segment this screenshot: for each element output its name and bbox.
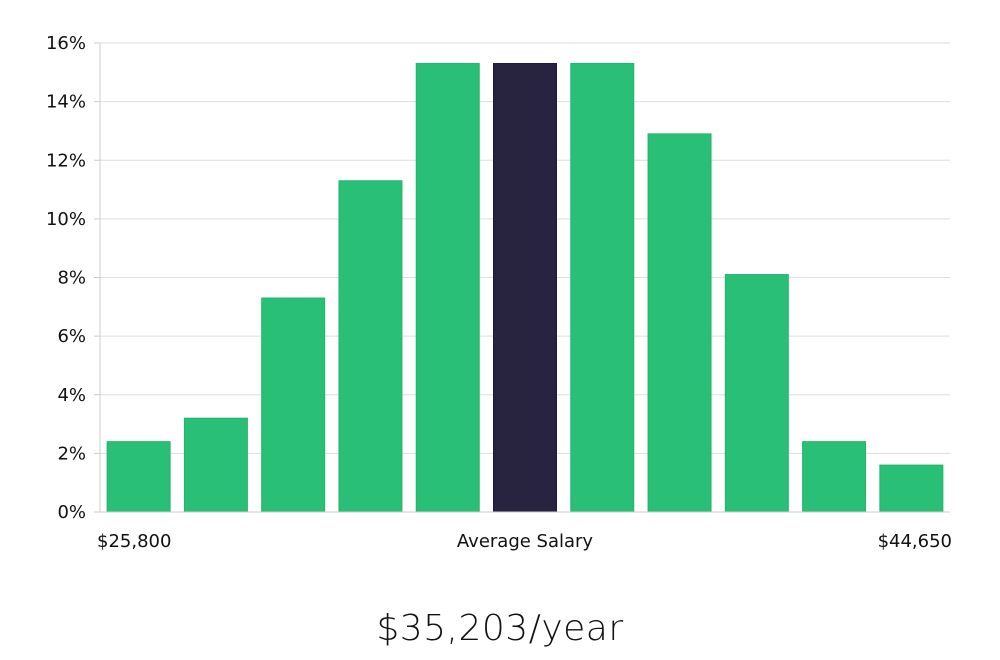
y-tick-label-12: 12% [46, 150, 86, 171]
bar-average-highlight [493, 63, 557, 513]
axes [99, 43, 950, 513]
y-tick-label-14: 14% [46, 92, 86, 113]
salary-histogram: 0% 2% 4% 6% 8% 10% 12% 14% 16% $25,800 Average S… [46, 33, 952, 552]
y-tick-label-6: 6% [57, 326, 86, 347]
y-tick-label-10: 10% [46, 209, 86, 230]
y-tick-label-2: 2% [57, 443, 86, 464]
bar-9 [724, 274, 789, 513]
y-tick-label-0: 0% [57, 502, 86, 523]
x-label-center: Average Salary [457, 531, 594, 552]
bar-3 [261, 297, 326, 513]
bar-10 [802, 441, 867, 513]
bars [106, 63, 944, 513]
y-tick-label-8: 8% [57, 268, 86, 289]
bar-2 [183, 417, 248, 513]
average-salary-value: $35,203/year [376, 608, 624, 649]
bar-1 [106, 441, 171, 513]
y-tick-label-4: 4% [57, 385, 86, 406]
x-label-min: $25,800 [97, 531, 171, 552]
bar-5 [415, 63, 480, 513]
bar-11 [879, 464, 944, 513]
x-label-max: $44,650 [878, 531, 952, 552]
bar-7 [570, 63, 635, 513]
y-tick-label-16: 16% [46, 33, 86, 54]
bar-8 [647, 133, 712, 513]
bar-4 [338, 180, 403, 513]
y-axis-ticks: 0% 2% 4% 6% 8% 10% 12% 14% 16% [46, 33, 100, 523]
